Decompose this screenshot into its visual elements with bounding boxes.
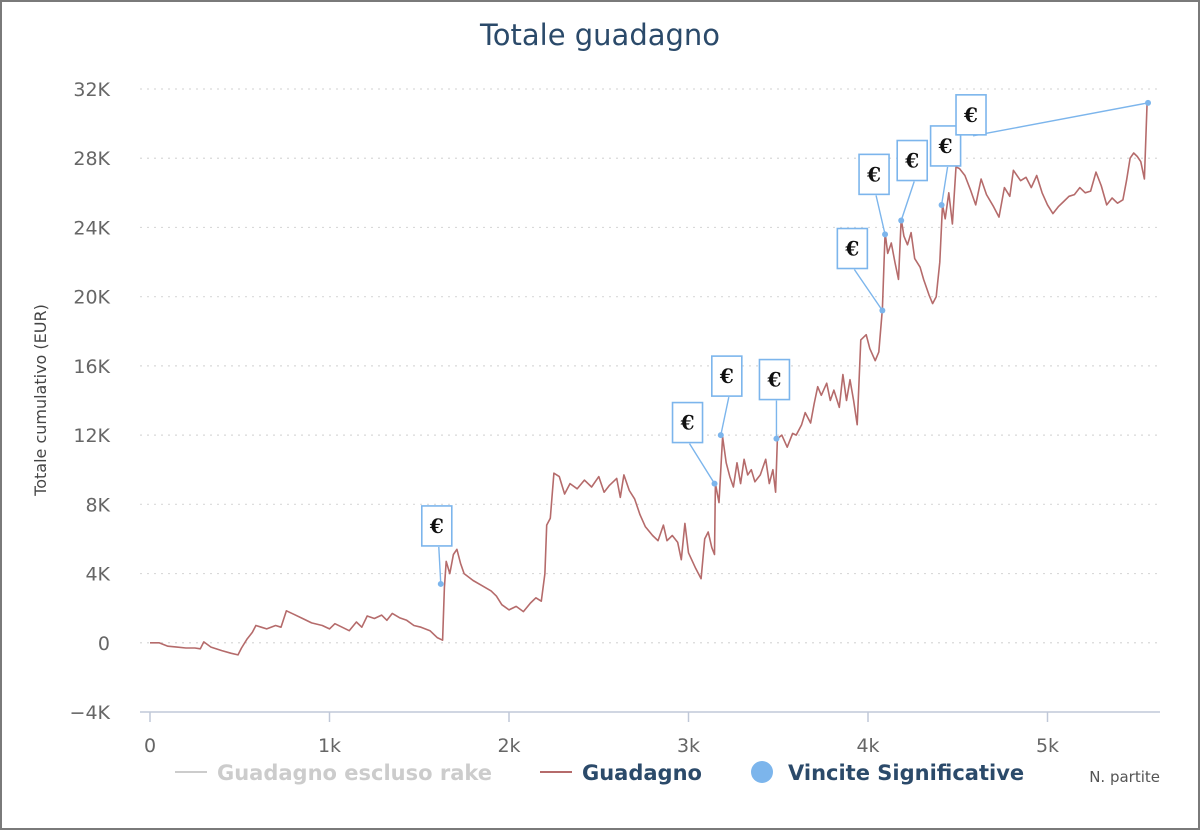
legend-label: Guadagno	[582, 761, 702, 785]
y-axis-ticks: −4K 0 4K 8K 12K 16K 20K 24K 28K 32K	[70, 79, 111, 724]
y-tick-label: 0	[98, 633, 110, 655]
grid-lines	[140, 88, 1160, 644]
flag-euro-symbol: €	[866, 162, 881, 186]
significant-wins-flags: € € € € € € € € €	[420, 94, 1152, 587]
win-flag[interactable]: €	[858, 153, 890, 238]
flag-connector	[853, 269, 883, 311]
y-tick-label: 28K	[73, 148, 110, 170]
flag-box	[758, 358, 791, 401]
x-tick-label: 0	[144, 735, 156, 757]
y-tick-label: 24K	[73, 217, 110, 239]
win-point	[711, 480, 718, 487]
flag-connector	[688, 443, 716, 484]
y-tick-label: 8K	[85, 494, 110, 516]
flag-box	[671, 401, 704, 444]
flag-connector	[940, 166, 949, 206]
plot-area	[150, 102, 1148, 656]
flag-box	[955, 94, 987, 136]
legend-label: Guadagno escluso rake	[217, 761, 492, 785]
legend-item-vincite-significative[interactable]: Vincite Significative	[751, 761, 1024, 785]
flag-connector	[972, 102, 1149, 137]
flag-euro-symbol: €	[719, 364, 734, 388]
win-point	[879, 307, 886, 314]
legend-marker-swatch	[751, 761, 773, 783]
x-axis: 0 1k 2k 3k 4k 5k	[140, 711, 1160, 757]
y-tick-label: 4K	[85, 564, 110, 586]
win-point	[1145, 99, 1152, 106]
flag-box	[858, 153, 890, 196]
y-tick-label: 20K	[73, 287, 110, 309]
flag-euro-symbol: €	[963, 103, 978, 127]
win-flag[interactable]: €	[955, 94, 1152, 137]
flag-connector	[438, 546, 442, 584]
legend-item-guadagno-escluso-rake[interactable]: Guadagno escluso rake	[175, 761, 492, 785]
flag-euro-symbol: €	[904, 149, 919, 173]
y-tick-label: 16K	[73, 356, 110, 378]
series-line-guadagno	[150, 102, 1148, 656]
win-point	[437, 580, 444, 587]
y-tick-label: 32K	[73, 79, 110, 101]
flag-connector	[720, 396, 730, 436]
x-tick-label: 5k	[1036, 735, 1059, 757]
flag-euro-symbol: €	[844, 237, 859, 261]
win-point	[717, 432, 724, 439]
win-point	[882, 231, 889, 238]
flag-connector	[875, 195, 886, 235]
x-tick-label: 1k	[318, 735, 341, 757]
y-axis-label: Totale cumulativo (EUR)	[31, 304, 50, 497]
win-flag[interactable]: €	[420, 505, 453, 587]
x-tick-label: 2k	[497, 735, 520, 757]
flag-box	[420, 505, 453, 547]
win-point	[898, 217, 905, 224]
flag-euro-symbol: €	[429, 514, 444, 538]
legend-item-guadagno[interactable]: Guadagno	[540, 761, 702, 785]
win-point	[773, 435, 780, 442]
y-tick-label: 12K	[73, 425, 110, 447]
legend-label: Vincite Significative	[788, 761, 1024, 785]
win-flag[interactable]: €	[711, 355, 743, 439]
legend: Guadagno escluso rake Guadagno Vincite Sig…	[175, 761, 1024, 785]
flag-connector	[900, 181, 915, 221]
flag-box	[711, 355, 743, 397]
flag-box	[896, 139, 929, 182]
flag-euro-symbol: €	[766, 368, 781, 392]
win-flag[interactable]: €	[671, 401, 718, 487]
y-tick-label: −4K	[70, 702, 111, 724]
x-tick-label: 4k	[856, 735, 879, 757]
flag-euro-symbol: €	[680, 411, 695, 435]
win-flag[interactable]: €	[758, 358, 791, 442]
x-tick-label: 3k	[677, 735, 700, 757]
x-axis-label: N. partite	[1089, 768, 1160, 786]
flag-euro-symbol: €	[938, 134, 953, 158]
win-flag[interactable]: €	[836, 227, 886, 314]
win-flag[interactable]: €	[896, 139, 929, 224]
flag-box	[836, 227, 869, 270]
win-point	[938, 201, 945, 208]
chart-title: Totale guadagno	[479, 18, 720, 52]
